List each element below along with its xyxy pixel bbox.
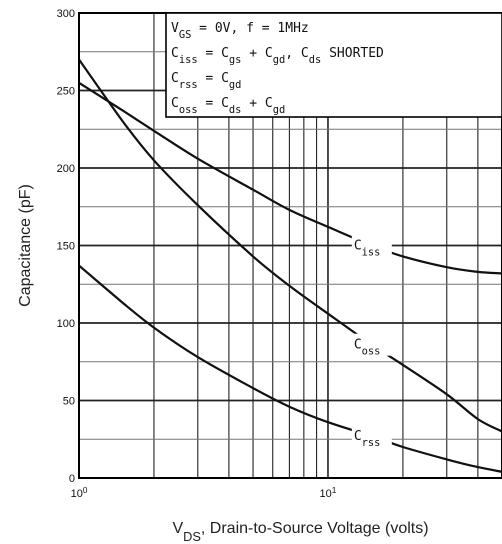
x-tick-label: 100 — [71, 486, 88, 501]
x-axis-label: VDS, Drain-to-Source Voltage (volts) — [172, 520, 428, 544]
curve-label-c-rss: Crss — [354, 429, 381, 449]
curve-label-c-oss: Coss — [354, 338, 381, 358]
curve-label-background — [351, 333, 392, 356]
series-line-c-iss — [78, 81, 502, 275]
x-tick-label: 101 — [320, 486, 337, 501]
legend-entry: VGS = 0V, f = 1MHz — [171, 21, 309, 41]
legend-entry: Ciss = Cgs + Cgd, Cds SHORTED — [171, 46, 384, 66]
y-tick-label: 250 — [57, 86, 75, 98]
series-line-c-rss — [78, 264, 502, 473]
y-tick-label: 100 — [57, 318, 75, 330]
y-tick-label: 50 — [63, 396, 75, 408]
y-axis-label: Capacitance (pF) — [17, 184, 34, 307]
axis-labels: VDS, Drain-to-Source Voltage (volts) Capa… — [17, 184, 429, 543]
curve-label-background — [351, 234, 392, 257]
series-line-c-oss — [78, 58, 502, 433]
curve-label-background — [351, 425, 392, 448]
curve-label-c-iss: Ciss — [354, 239, 381, 259]
y-tick-label: 300 — [57, 8, 75, 20]
legend-box — [165, 12, 502, 118]
y-tick-label: 0 — [69, 473, 75, 485]
legend-entry: Crss = Cgd — [171, 71, 241, 91]
y-tick-label: 200 — [57, 163, 75, 175]
curve-labels: Ciss Coss Crss — [351, 234, 392, 449]
tick-labels: 0 50 100 150 200 250 300 100 101 — [57, 8, 337, 500]
y-tick-label: 150 — [57, 241, 75, 253]
series-lines — [78, 58, 502, 473]
legend: VGS = 0V, f = 1MHz Ciss = Cgs + Cgd, Cds … — [165, 12, 502, 118]
legend-entry: Coss = Cds + Cgd — [171, 96, 285, 116]
